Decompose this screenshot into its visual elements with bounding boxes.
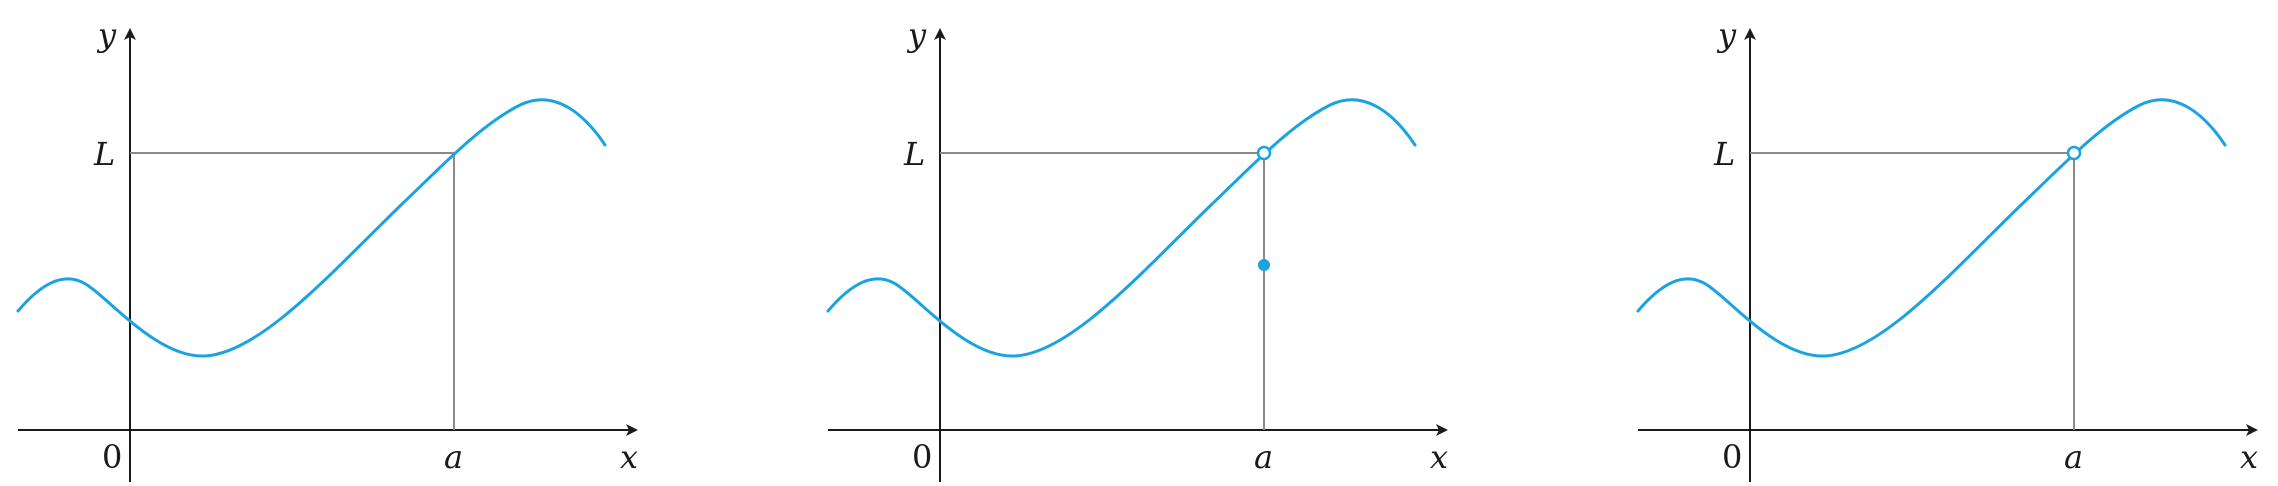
hole-open-circle [2066, 145, 2082, 161]
origin-label: 0 [1722, 438, 1742, 476]
a-tick-label: a [444, 438, 463, 476]
l-tick-label: L [903, 135, 925, 173]
a-tick-label: a [1254, 438, 1273, 476]
y-axis-label: y [906, 16, 927, 54]
x-axis-label: x [1430, 438, 1448, 476]
origin-label: 0 [912, 438, 932, 476]
a-tick-label: a [2064, 438, 2083, 476]
l-tick-label: L [1713, 135, 1735, 173]
panel-3: y L 0 a x [1636, 16, 2258, 482]
hole-open-circle [1256, 145, 1272, 161]
y-axis-label: y [96, 16, 117, 54]
x-axis-label: x [2240, 438, 2258, 476]
origin-label: 0 [102, 438, 122, 476]
function-value-dot [1258, 259, 1270, 271]
x-axis-label: x [620, 438, 638, 476]
function-curve [1636, 98, 2227, 358]
panel-1: y L 0 a x [16, 16, 638, 482]
panel-2: y L 0 a x [826, 16, 1448, 482]
function-curve [16, 98, 607, 358]
y-axis-label: y [1716, 16, 1737, 54]
l-tick-label: L [93, 135, 115, 173]
function-curve [826, 98, 1417, 358]
